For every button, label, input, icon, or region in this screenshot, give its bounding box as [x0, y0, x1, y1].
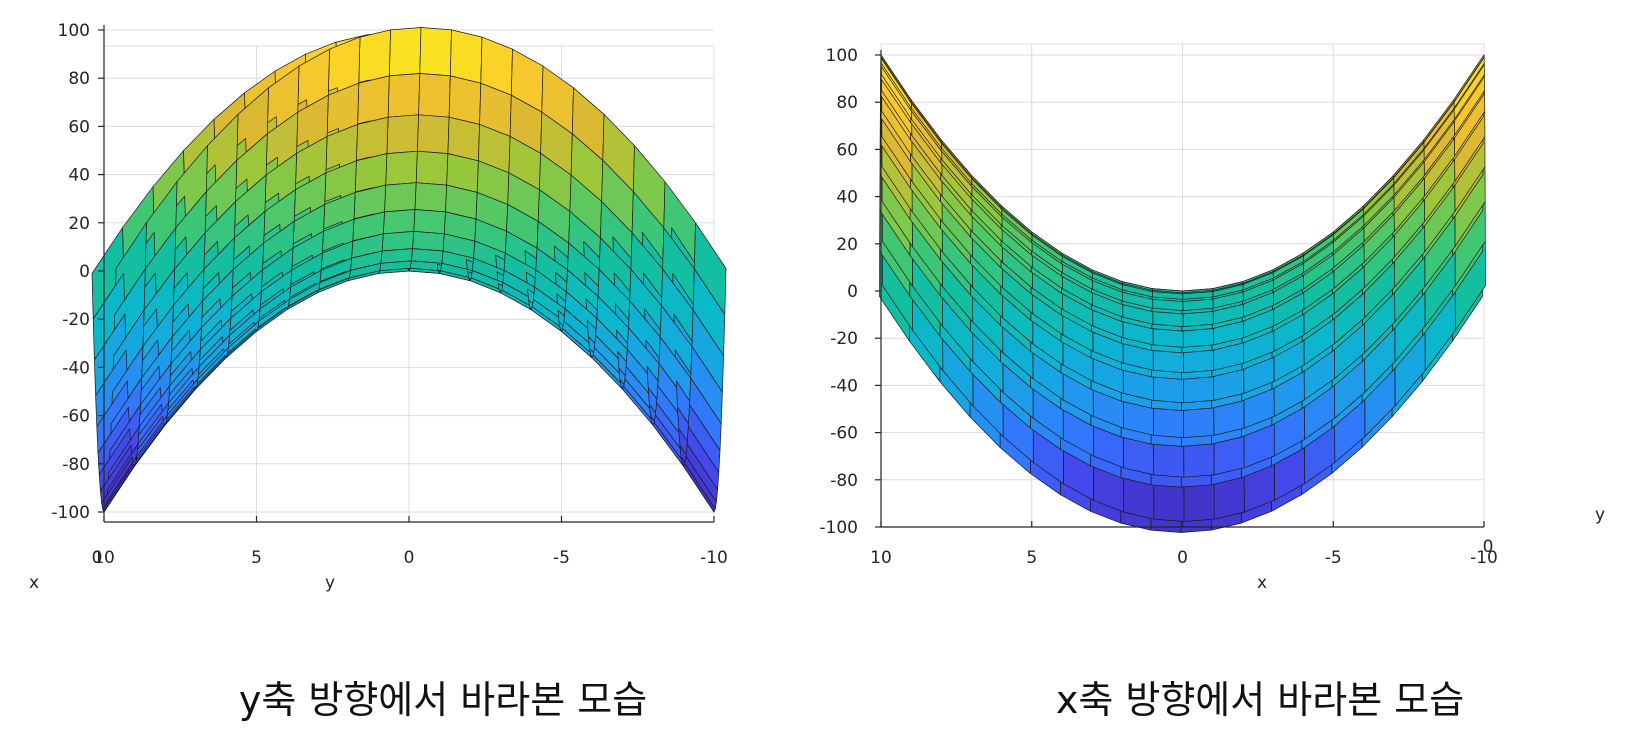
surface-patch: [381, 231, 415, 252]
surface-patch: [413, 209, 446, 235]
z-tick-label: 80: [68, 69, 90, 89]
z-tick-label: -20: [62, 310, 90, 330]
depth-axis-label: x: [29, 573, 39, 593]
z-tick-label: 20: [68, 214, 90, 234]
z-tick-label: 20: [836, 235, 858, 255]
depth-tick-label: 0: [92, 548, 103, 568]
z-tick-label: 0: [847, 282, 858, 302]
x-axis-label: x: [1257, 573, 1267, 593]
surface: [879, 54, 1486, 533]
x-axis-label: y: [325, 573, 335, 593]
z-tick-label: 40: [836, 188, 858, 208]
z-tick-label: 100: [826, 46, 858, 66]
surface-patch: [358, 29, 391, 84]
x-tick-label: 10: [93, 548, 115, 568]
surface-patch: [388, 27, 422, 77]
surface-patch: [414, 182, 448, 213]
z-tick-label: -80: [62, 455, 90, 475]
surface-patch: [387, 73, 421, 118]
x-tick-label: 5: [1026, 548, 1037, 568]
x-tick-label: -5: [553, 548, 570, 568]
surface-patch: [103, 463, 137, 513]
surface-patch: [447, 116, 480, 162]
surface-patch: [418, 73, 451, 118]
z-tick-label: -20: [830, 329, 858, 349]
surface: [91, 27, 727, 513]
x-tick-label: 10: [870, 548, 892, 568]
surface-patch: [385, 150, 418, 186]
surface-patch: [384, 182, 417, 213]
z-tick-label: -40: [62, 358, 90, 378]
z-tick-label: -40: [830, 376, 858, 396]
z-tick-label: -80: [830, 471, 858, 491]
x-tick-label: 0: [1177, 548, 1188, 568]
caption-y-view: y축 방향에서 바라본 모습: [239, 678, 647, 722]
surface-patch: [382, 209, 416, 235]
surface-patch: [448, 75, 482, 125]
z-tick-label: 60: [68, 117, 90, 137]
x-tick-label: 0: [404, 548, 415, 568]
surface-patch: [386, 114, 419, 154]
surface-patch: [419, 27, 452, 77]
surface-patch: [412, 231, 445, 252]
caption-x-view: x축 방향에서 바라본 모습: [1056, 678, 1464, 722]
z-tick-label: 60: [836, 140, 858, 160]
x-tick-label: -10: [1470, 548, 1498, 568]
z-tick-label: 40: [68, 166, 90, 186]
z-tick-label: -100: [819, 518, 858, 538]
x-tick-label: -10: [700, 548, 728, 568]
z-tick-label: -60: [62, 407, 90, 427]
surface-patch: [449, 29, 483, 84]
depth-axis-label: y: [1595, 505, 1605, 525]
surface-patch: [357, 75, 390, 125]
surface-patch: [417, 114, 450, 154]
z-tick-label: 80: [836, 93, 858, 113]
z-tick-label: -100: [51, 503, 90, 523]
z-tick-label: -60: [830, 424, 858, 444]
x-tick-label: 5: [251, 548, 262, 568]
z-tick-label: 100: [58, 21, 90, 41]
depth-tick-label: 0: [1483, 537, 1494, 557]
x-tick-label: -5: [1325, 548, 1342, 568]
z-tick-label: 0: [79, 262, 90, 282]
surface-patch: [683, 463, 716, 513]
surface-patch: [415, 150, 449, 186]
